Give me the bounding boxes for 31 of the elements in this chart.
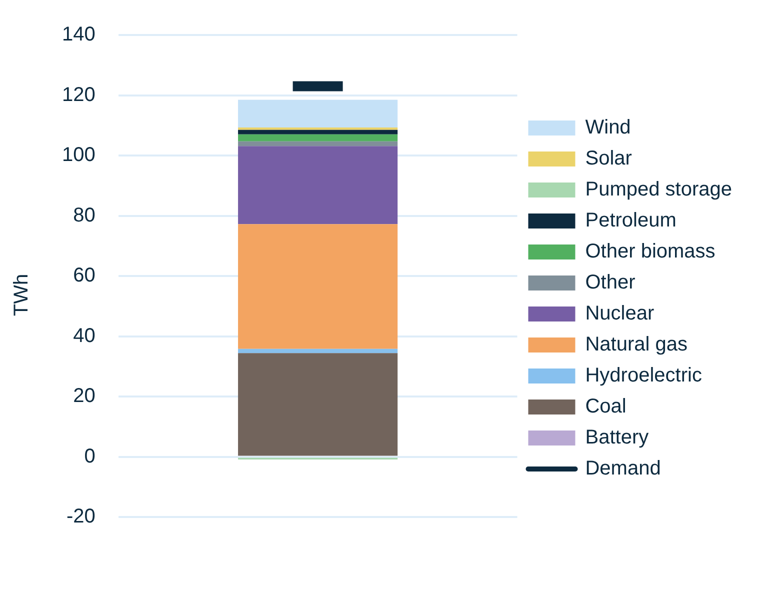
legend-label: Other (585, 272, 636, 294)
bar (238, 127, 398, 130)
bar (238, 353, 398, 456)
y-tick-label: 100 (62, 144, 96, 166)
legend-label: Natural gas (585, 334, 688, 356)
legend-label: Coal (585, 396, 626, 418)
y-axis-title: TWh (10, 274, 33, 316)
y-tick-label: 60 (73, 264, 96, 287)
legend-label: Demand (585, 458, 661, 480)
legend-label: Battery (585, 426, 649, 449)
y-tick-label: 120 (62, 84, 96, 106)
y-tick-label: 80 (73, 204, 96, 226)
legend-label: Solar (585, 148, 632, 170)
bar (238, 146, 398, 224)
bar (238, 348, 398, 354)
y-tick-label: 0 (84, 445, 96, 468)
legend-label: Pumped storage (585, 178, 732, 201)
legend-label: Petroleum (585, 210, 676, 232)
y-tick-label: 140 (62, 24, 96, 46)
y-tick-label: -20 (66, 506, 96, 528)
bar (238, 141, 398, 146)
y-tick-label: 40 (73, 324, 96, 347)
legend-label: Nuclear (585, 302, 654, 325)
legend-label: Other biomass (585, 240, 716, 263)
bar (238, 224, 398, 349)
bar (238, 134, 398, 142)
bar (238, 130, 398, 134)
y-tick-label: 20 (73, 385, 96, 408)
bar (238, 100, 398, 128)
legend-label: Hydroelectric (585, 364, 702, 387)
legend-label: Wind (585, 116, 631, 139)
